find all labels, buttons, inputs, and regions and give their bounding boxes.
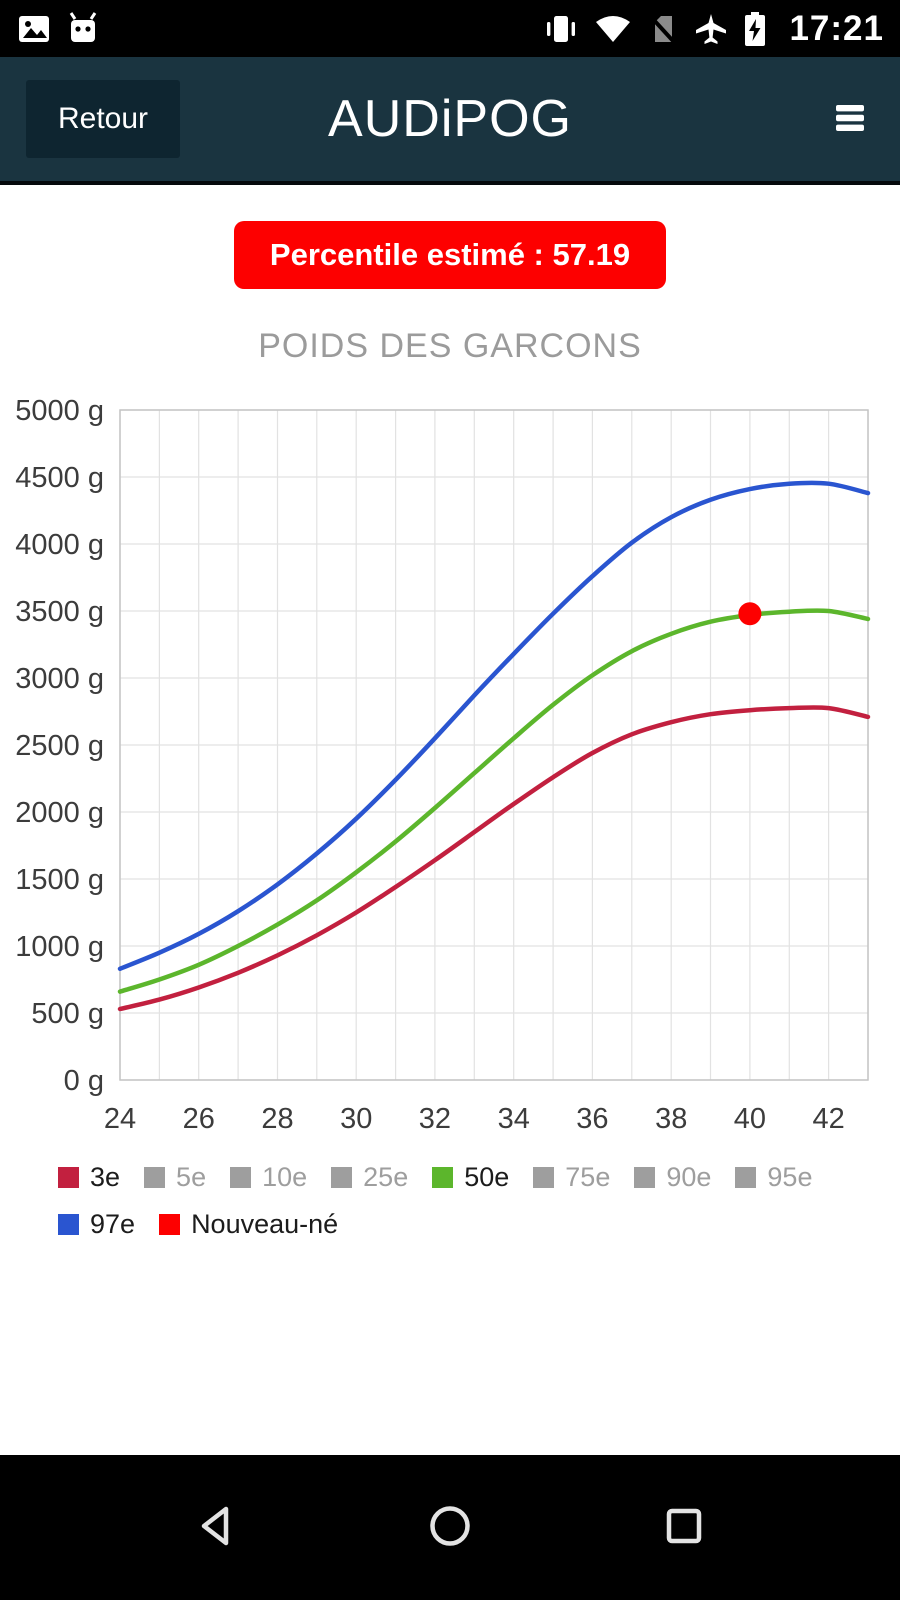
svg-text:500 g: 500 g [31,998,104,1030]
nav-home-button[interactable] [426,1502,474,1553]
svg-text:2500 g: 2500 g [15,730,104,762]
legend-swatch [159,1214,181,1235]
percentile-badge: Percentile estimé : 57.19 [233,221,667,289]
battery-charging-icon [745,11,766,46]
legend-item-10e[interactable]: 10e [230,1162,307,1193]
legend-label: 10e [262,1162,308,1192]
airplane-icon [696,13,727,44]
legend-label: 5e [176,1162,207,1192]
legend-item-50e[interactable]: 50e [432,1162,509,1193]
legend-item-25e[interactable]: 25e [331,1162,408,1193]
legend-swatch [144,1167,166,1188]
svg-text:40: 40 [734,1103,766,1135]
legend-item-97e[interactable]: 97e [58,1209,135,1240]
legend-swatch [432,1167,454,1188]
svg-text:32: 32 [419,1103,451,1135]
plot-border [119,409,869,1081]
svg-text:38: 38 [655,1103,687,1135]
nav-back-icon [201,1506,229,1546]
curve-97e [117,480,871,972]
app-title: AUDiPOG [328,90,572,148]
legend-label: 95e [767,1162,813,1192]
no-sim-icon [650,15,676,43]
legend-label: 3e [90,1162,121,1192]
legend-item-3e[interactable]: 3e [58,1162,120,1193]
legend-label: 97e [90,1209,136,1239]
newborn-point [738,602,762,626]
chart-title: POIDS DES GARCONS [258,327,642,365]
svg-text:4000 g: 4000 g [15,529,104,561]
svg-text:28: 28 [261,1103,293,1135]
legend-item-90e[interactable]: 90e [634,1162,711,1193]
legend-swatch [230,1167,252,1188]
svg-text:34: 34 [498,1103,530,1135]
status-time: 17:21 [789,8,884,48]
nav-home-icon [430,1506,470,1546]
legend-swatch [634,1167,656,1188]
chart-legend: 3e 5e 10e 25e 50e 75e 90e 95e 97e Nouveau-né [58,1162,870,1240]
svg-text:42: 42 [812,1103,844,1135]
svg-text:2000 g: 2000 g [15,797,104,829]
nav-back-button[interactable] [192,1502,240,1553]
svg-text:5000 g: 5000 g [15,395,104,427]
legend-swatch [533,1167,555,1188]
svg-text:30: 30 [340,1103,372,1135]
legend-swatch [331,1167,353,1188]
legend-label: 50e [464,1162,510,1192]
menu-button[interactable] [826,95,874,144]
curve-50e [117,608,871,994]
svg-text:1500 g: 1500 g [15,864,104,896]
nav-recents-icon [666,1508,702,1544]
legend-label: 75e [565,1162,611,1192]
legend-label: 90e [666,1162,712,1192]
svg-text:26: 26 [183,1103,215,1135]
status-bar: 17:21 [0,0,900,57]
back-button[interactable]: Retour [26,80,181,158]
vibrate-icon [547,15,576,42]
legend-swatch [58,1167,79,1188]
growth-chart: 0 g 500 g 1000 g 1500 g 2000 g 2500 g 3000 g 35… [15,395,871,1135]
app-header: Retour AUDiPOG [0,57,900,185]
nav-recents-button[interactable] [660,1502,708,1553]
image-thumbnail-icon [19,15,49,42]
legend-label: Nouveau-né [191,1209,339,1239]
chart-grid [119,409,869,1081]
svg-text:4500 g: 4500 g [15,462,104,494]
legend-label: 25e [363,1162,409,1192]
y-axis-labels: 0 g 500 g 1000 g 1500 g 2000 g 2500 g 3000 g 35… [15,395,104,1097]
main-content: Percentile estimé : 57.19 POIDS DES GARC… [0,221,900,1240]
hamburger-icon [836,104,864,131]
svg-text:24: 24 [104,1103,136,1135]
legend-swatch [58,1214,79,1235]
android-nav-bar [0,1455,900,1600]
x-axis-labels: 24 26 28 30 32 34 36 38 40 42 [104,1103,845,1135]
svg-text:3500 g: 3500 g [15,596,104,628]
legend-item-Nouveau-né[interactable]: Nouveau-né [159,1209,338,1240]
legend-item-5e[interactable]: 5e [144,1162,206,1193]
svg-text:3000 g: 3000 g [15,663,104,695]
legend-item-75e[interactable]: 75e [533,1162,610,1193]
svg-text:0 g: 0 g [64,1065,104,1097]
wifi-icon [596,15,631,42]
svg-text:1000 g: 1000 g [15,931,104,963]
curve-3e [117,705,871,1012]
app-notification-icon [69,11,97,42]
svg-text:36: 36 [576,1103,608,1135]
legend-item-95e[interactable]: 95e [735,1162,812,1193]
legend-swatch [735,1167,757,1188]
